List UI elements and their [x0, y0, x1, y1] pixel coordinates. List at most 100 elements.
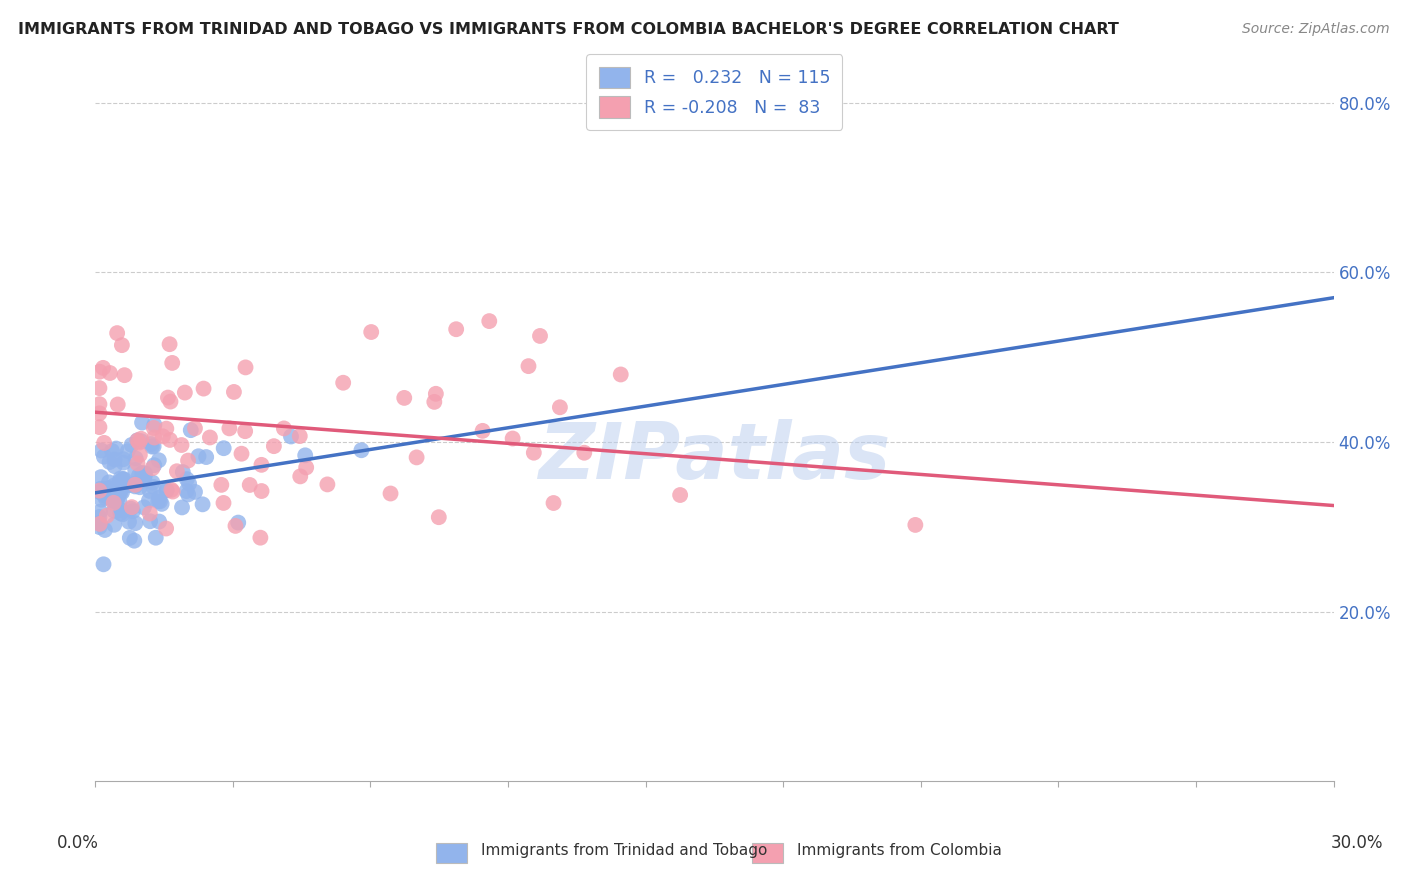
Point [94, 491, 117, 505]
Point [110, 471, 132, 485]
Point [112, 472, 135, 486]
Point [444, 322, 467, 336]
Text: 0.0%: 0.0% [56, 834, 98, 852]
Point [124, 477, 146, 491]
Point [155, 521, 177, 535]
Text: IMMIGRANTS FROM TRINIDAD AND TOBAGO VS IMMIGRANTS FROM COLOMBIA BACHELOR'S DEGRE: IMMIGRANTS FROM TRINIDAD AND TOBAGO VS I… [18, 22, 1119, 37]
Point [112, 456, 135, 470]
Point [166, 464, 188, 478]
Point [111, 508, 134, 522]
Point [120, 501, 142, 516]
Point [295, 460, 318, 475]
Point [143, 430, 166, 444]
Point [149, 494, 172, 508]
Point [143, 458, 166, 472]
Point [142, 421, 165, 435]
Point [105, 492, 128, 507]
Point [425, 386, 447, 401]
Point [134, 469, 156, 483]
Point [162, 484, 184, 499]
Point [142, 480, 165, 494]
Point [129, 432, 152, 446]
Point [250, 483, 273, 498]
Point [543, 496, 565, 510]
Point [478, 314, 501, 328]
Point [104, 459, 127, 474]
Point [249, 531, 271, 545]
Point [111, 338, 134, 352]
Point [111, 503, 134, 517]
Point [160, 356, 183, 370]
Point [574, 446, 596, 460]
Point [94, 489, 117, 503]
Point [118, 515, 141, 529]
Point [427, 510, 450, 524]
Point [159, 433, 181, 447]
Point [103, 485, 125, 500]
Point [148, 494, 170, 508]
Point [114, 368, 136, 383]
Point [180, 423, 202, 437]
Point [263, 439, 285, 453]
Point [128, 480, 150, 494]
Point [193, 382, 215, 396]
Point [124, 463, 146, 477]
Legend: R =   0.232   N = 115, R = -0.208   N =  83: R = 0.232 N = 115, R = -0.208 N = 83 [586, 54, 842, 130]
Point [89, 406, 111, 420]
Point [288, 429, 311, 443]
Point [108, 494, 131, 508]
Point [184, 421, 207, 435]
Point [128, 468, 150, 483]
Point [112, 452, 135, 467]
Point [360, 325, 382, 339]
Point [105, 483, 128, 497]
Point [172, 465, 194, 479]
Point [548, 401, 571, 415]
Point [316, 477, 339, 491]
Point [90, 492, 112, 507]
Point [405, 450, 427, 465]
Point [103, 491, 125, 506]
Point [141, 440, 163, 454]
Point [128, 448, 150, 462]
Point [118, 531, 141, 545]
Point [104, 482, 127, 496]
Point [89, 505, 111, 519]
Point [101, 444, 124, 458]
Point [103, 478, 125, 492]
Point [191, 497, 214, 511]
Point [138, 493, 160, 508]
Point [139, 514, 162, 528]
Point [127, 457, 149, 471]
Point [394, 391, 416, 405]
Point [142, 439, 165, 453]
Point [131, 466, 153, 480]
Point [152, 429, 174, 443]
Point [94, 523, 117, 537]
Point [177, 453, 200, 467]
Point [212, 441, 235, 455]
Point [89, 397, 111, 411]
Point [145, 531, 167, 545]
Point [90, 470, 112, 484]
Point [332, 376, 354, 390]
Point [89, 483, 111, 498]
Point [176, 483, 198, 498]
Point [91, 486, 114, 500]
Point [127, 434, 149, 448]
Point [110, 485, 132, 500]
Point [124, 451, 146, 466]
Point [198, 430, 221, 444]
Point [134, 473, 156, 487]
Point [350, 443, 373, 458]
Text: 30.0%: 30.0% [1330, 834, 1384, 852]
Point [89, 484, 111, 499]
Point [195, 450, 218, 464]
Point [170, 438, 193, 452]
Point [233, 424, 256, 438]
Point [93, 450, 115, 464]
Point [89, 510, 111, 524]
Point [148, 515, 170, 529]
Point [280, 429, 302, 443]
Point [155, 483, 177, 498]
